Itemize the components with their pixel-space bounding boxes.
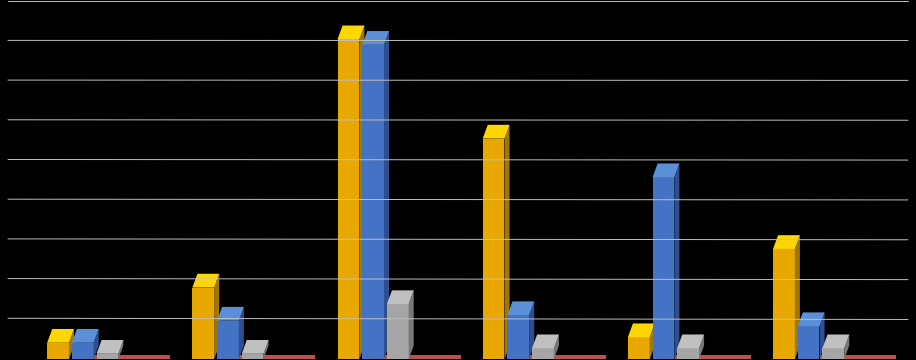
Bar — [529, 355, 605, 359]
Polygon shape — [96, 340, 124, 354]
Bar — [192, 288, 214, 359]
Bar — [652, 177, 674, 359]
Bar — [387, 304, 409, 359]
Polygon shape — [47, 329, 74, 343]
Polygon shape — [798, 312, 824, 326]
Polygon shape — [652, 163, 680, 177]
Bar — [362, 45, 384, 359]
Polygon shape — [239, 307, 244, 359]
Bar — [47, 343, 69, 359]
Polygon shape — [387, 291, 414, 304]
Polygon shape — [264, 340, 268, 359]
Bar — [96, 354, 118, 359]
Polygon shape — [242, 340, 268, 354]
Polygon shape — [823, 334, 849, 348]
Polygon shape — [532, 334, 559, 348]
Polygon shape — [337, 26, 365, 39]
Polygon shape — [192, 274, 219, 288]
Bar — [71, 343, 93, 359]
Bar — [823, 348, 845, 359]
Bar — [532, 348, 554, 359]
Polygon shape — [483, 125, 509, 139]
Bar — [677, 348, 699, 359]
Polygon shape — [93, 329, 99, 359]
Bar — [627, 337, 649, 359]
Bar — [239, 355, 315, 359]
Polygon shape — [627, 323, 655, 337]
Bar — [385, 355, 461, 359]
Polygon shape — [773, 235, 800, 249]
Polygon shape — [69, 329, 74, 359]
Bar — [507, 315, 529, 359]
Bar — [94, 355, 170, 359]
Polygon shape — [845, 334, 849, 359]
Polygon shape — [409, 291, 414, 359]
Polygon shape — [529, 301, 534, 359]
Polygon shape — [820, 312, 824, 359]
Bar — [217, 321, 239, 359]
Polygon shape — [359, 26, 365, 359]
Polygon shape — [214, 274, 219, 359]
Polygon shape — [505, 125, 509, 359]
Polygon shape — [384, 31, 389, 359]
Polygon shape — [71, 329, 99, 343]
Polygon shape — [699, 334, 704, 359]
Polygon shape — [649, 323, 655, 359]
Polygon shape — [118, 340, 124, 359]
Polygon shape — [507, 301, 534, 315]
Polygon shape — [362, 31, 389, 45]
Bar — [773, 249, 795, 359]
Polygon shape — [795, 235, 800, 359]
Bar — [820, 355, 896, 359]
Bar — [675, 355, 751, 359]
Bar — [483, 139, 505, 359]
Polygon shape — [674, 163, 680, 359]
Polygon shape — [677, 334, 704, 348]
Bar — [242, 354, 264, 359]
Polygon shape — [217, 307, 244, 321]
Bar — [798, 326, 820, 359]
Polygon shape — [554, 334, 559, 359]
Bar — [337, 39, 359, 359]
